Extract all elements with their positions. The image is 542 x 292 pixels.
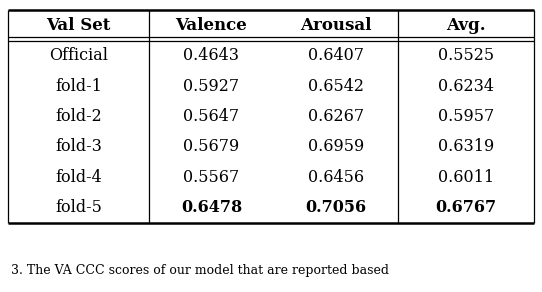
Text: 0.6234: 0.6234 [438,78,494,95]
Text: 0.4643: 0.4643 [183,47,240,64]
Text: Official: Official [49,47,108,64]
Text: fold-3: fold-3 [55,138,102,155]
Text: 0.5927: 0.5927 [183,78,240,95]
Text: Arousal: Arousal [300,17,372,34]
Text: Valence: Valence [176,17,247,34]
Text: 0.5647: 0.5647 [183,108,240,125]
Text: 0.6456: 0.6456 [308,168,364,185]
Text: fold-2: fold-2 [55,108,102,125]
Text: 0.7056: 0.7056 [306,199,366,216]
Text: 0.5957: 0.5957 [438,108,494,125]
Text: 0.6959: 0.6959 [308,138,364,155]
Text: 0.6267: 0.6267 [308,108,364,125]
Text: 0.6478: 0.6478 [180,199,242,216]
Text: 0.5679: 0.5679 [183,138,240,155]
Text: 0.6011: 0.6011 [438,168,494,185]
Text: Val Set: Val Set [47,17,111,34]
Text: fold-5: fold-5 [55,199,102,216]
Text: fold-1: fold-1 [55,78,102,95]
Text: Avg.: Avg. [446,17,486,34]
Text: 0.5567: 0.5567 [183,168,240,185]
Text: 0.6407: 0.6407 [308,47,364,64]
Text: 0.5525: 0.5525 [438,47,494,64]
Text: 0.6542: 0.6542 [308,78,364,95]
Text: 0.6767: 0.6767 [436,199,496,216]
Text: fold-4: fold-4 [55,168,102,185]
Text: 0.6319: 0.6319 [438,138,494,155]
Text: 3. The VA CCC scores of our model that are reported based: 3. The VA CCC scores of our model that a… [11,263,389,277]
